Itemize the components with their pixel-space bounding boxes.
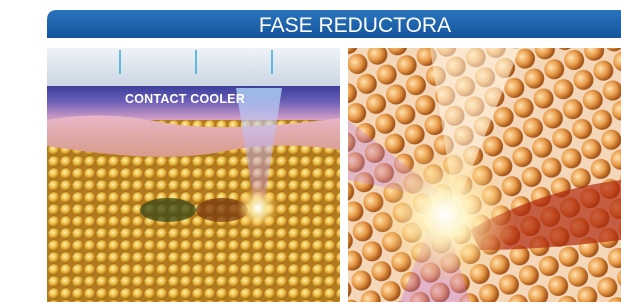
flash	[375, 145, 515, 285]
left-panel: CONTACT COOLER	[47, 48, 340, 302]
treated-cells	[140, 198, 196, 222]
panel-label: CONTACT COOLER	[125, 92, 245, 106]
right-panel	[348, 48, 621, 302]
page: {"header": {"title": "FASE REDUCTORA"}, …	[0, 0, 621, 302]
header-title: FASE REDUCTORA	[259, 14, 451, 37]
cooler-device	[47, 48, 340, 88]
flash	[236, 186, 280, 230]
figure: FASE REDUCTORA CONTACT COOLER	[0, 0, 621, 302]
